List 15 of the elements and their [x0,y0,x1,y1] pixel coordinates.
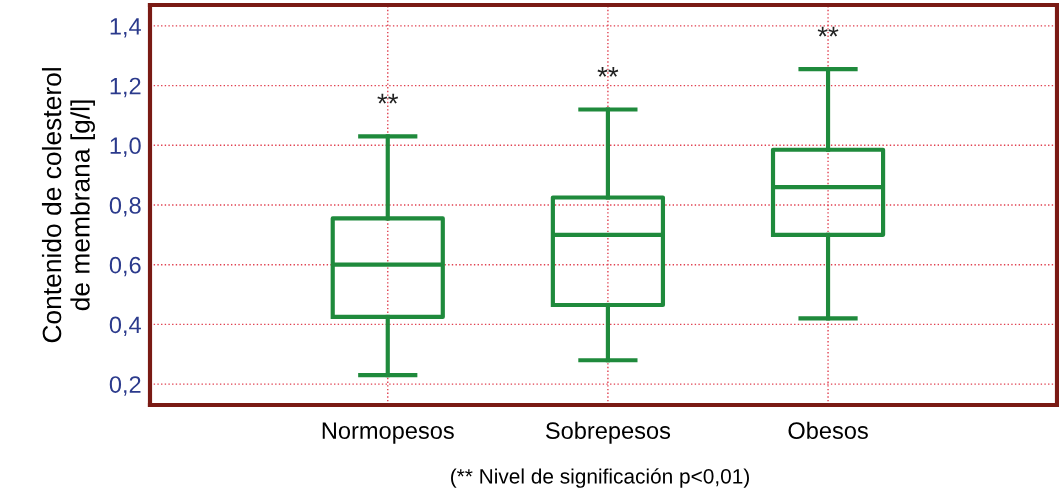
y-tick-label: 0,4 [109,316,141,336]
y-axis-title: Contenido de colesterol de membrana [g/l] [41,68,95,343]
annotation: ** [597,66,619,77]
x-tick-label: Obesos [788,421,868,440]
y-tick-label: 0,8 [109,197,141,217]
x-tick-label: Sobrepesos [545,421,671,444]
y-tick-label: 0,2 [109,376,141,396]
y-tick-label: 1,0 [110,137,141,157]
y-tick-label: 1,4 [110,18,141,38]
annotation: ** [817,26,839,37]
text: (** Nivel de significación p<0,01) [451,468,749,488]
x-tick-label: Normopesos [322,422,454,444]
annotation: ** [377,93,399,104]
y-tick-label: 1,2 [110,77,141,98]
y-tick-label: 0,6 [109,256,141,277]
